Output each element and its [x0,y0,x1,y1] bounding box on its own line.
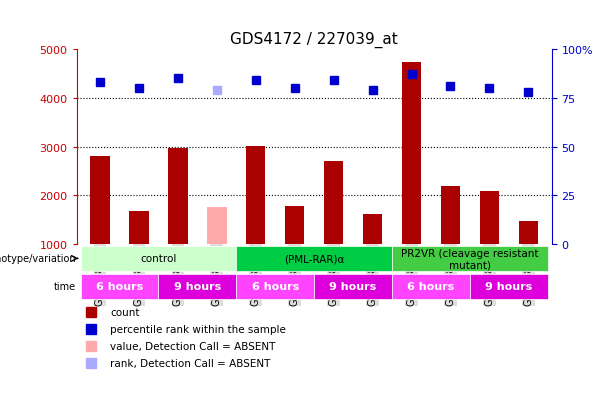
Text: 9 hours: 9 hours [173,282,221,292]
Bar [479,191,499,245]
FancyBboxPatch shape [392,274,470,299]
Bar [363,214,383,245]
Text: PR2VR (cleavage resistant
mutant): PR2VR (cleavage resistant mutant) [401,248,539,270]
FancyBboxPatch shape [392,246,548,271]
FancyBboxPatch shape [236,274,314,299]
Bar [207,208,227,245]
Text: genotype/variation: genotype/variation [0,254,76,264]
Text: time: time [54,282,76,292]
Bar [90,157,110,245]
FancyBboxPatch shape [80,246,236,271]
Text: value, Detection Call = ABSENT: value, Detection Call = ABSENT [110,341,275,351]
Text: rank, Detection Call = ABSENT: rank, Detection Call = ABSENT [110,358,270,368]
Bar [246,146,265,245]
Bar [129,211,149,245]
Text: 9 hours: 9 hours [485,282,533,292]
Text: 6 hours: 6 hours [251,282,299,292]
Bar [324,162,343,245]
FancyBboxPatch shape [236,246,392,271]
Text: 9 hours: 9 hours [329,282,377,292]
Text: 6 hours: 6 hours [408,282,455,292]
FancyBboxPatch shape [158,274,236,299]
Text: control: control [140,254,177,264]
FancyBboxPatch shape [314,274,392,299]
Text: (PML-RAR)α: (PML-RAR)α [284,254,345,264]
Text: percentile rank within the sample: percentile rank within the sample [110,325,286,335]
FancyBboxPatch shape [80,274,158,299]
Bar [441,187,460,245]
Title: GDS4172 / 227039_at: GDS4172 / 227039_at [230,32,398,48]
FancyBboxPatch shape [470,274,548,299]
Bar [519,221,538,245]
Text: count: count [110,308,139,318]
Text: 6 hours: 6 hours [96,282,143,292]
Bar [285,207,305,245]
Bar [168,148,188,245]
Bar [402,63,421,245]
